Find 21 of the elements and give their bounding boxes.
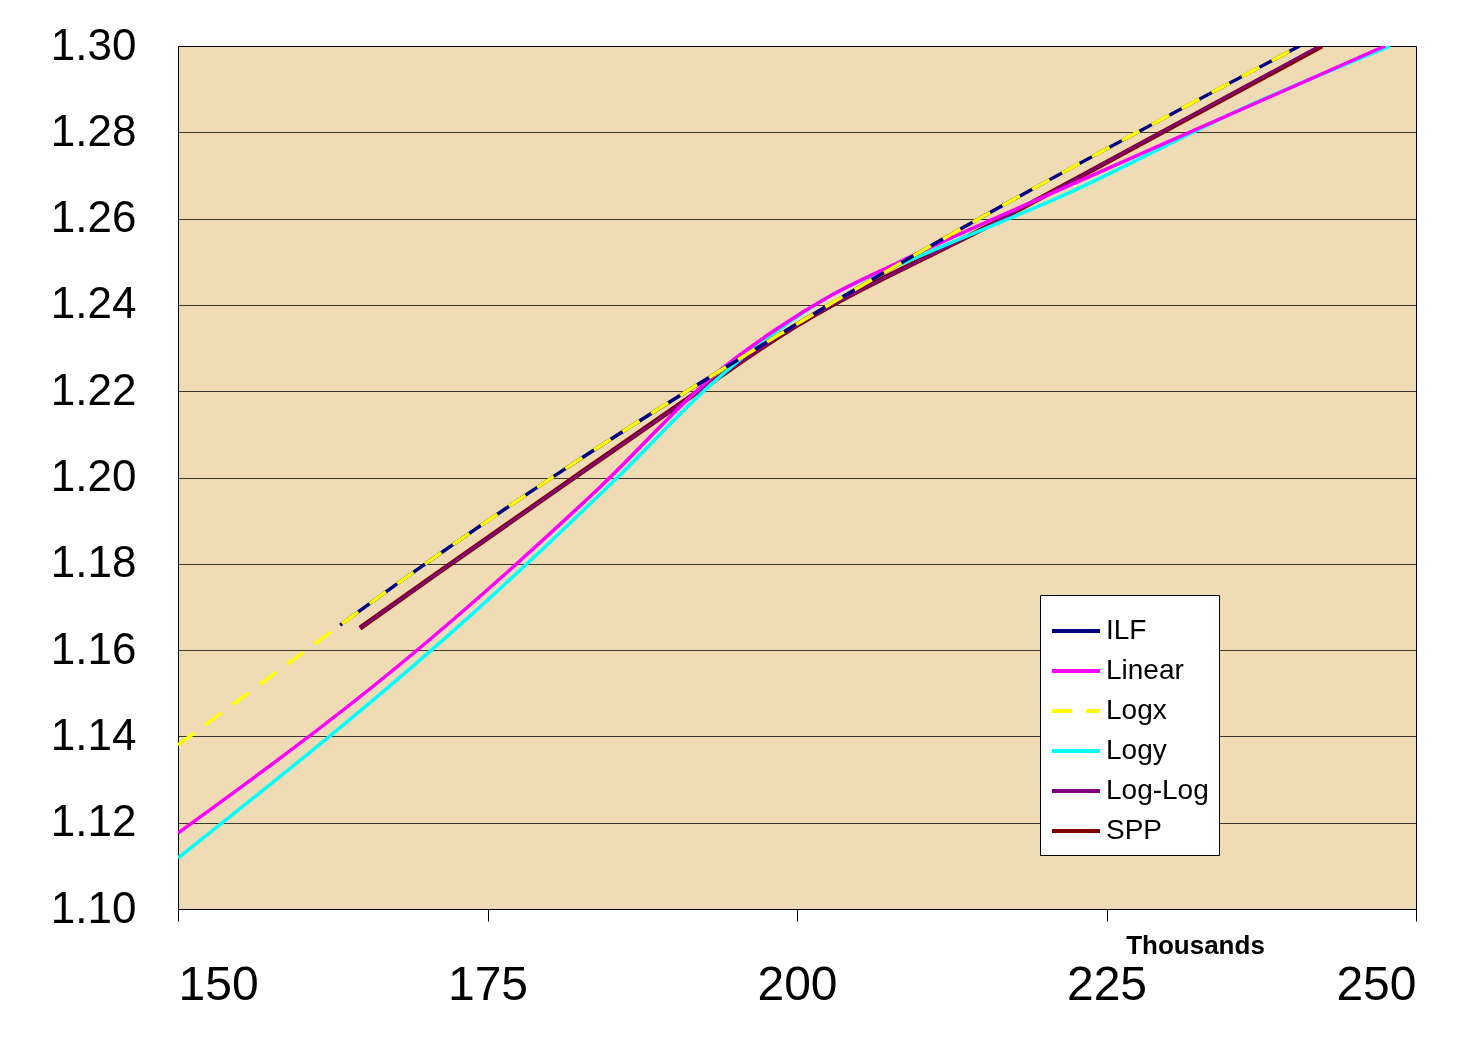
y-tick-label: 1.14 (50, 709, 137, 759)
y-tick-label: 1.28 (50, 105, 137, 155)
y-tick-label: 1.26 (50, 192, 137, 242)
x-tick-label: 200 (757, 956, 838, 1010)
x-tick-label: 175 (447, 956, 529, 1010)
legend-label: Log-Log (1106, 774, 1209, 805)
y-tick-label: 1.12 (50, 796, 137, 846)
legend-label: Logx (1106, 694, 1167, 725)
legend-label: Linear (1106, 654, 1184, 685)
legend-label: ILF (1106, 614, 1147, 645)
y-tick-label: 1.22 (50, 364, 137, 414)
y-tick-label: 1.18 (50, 537, 137, 587)
y-tick-label: 1.30 (50, 19, 137, 69)
legend-label: Logy (1106, 734, 1167, 765)
x-tick-label: 150 (178, 956, 259, 1010)
x-tick-label: 250 (1336, 956, 1417, 1010)
y-tick-label: 1.24 (50, 278, 137, 328)
legend-label: SPP (1106, 814, 1163, 845)
y-tick-label: 1.16 (50, 623, 137, 673)
y-tick-label: 1.10 (50, 882, 137, 932)
y-tick-label: 1.20 (50, 451, 137, 500)
